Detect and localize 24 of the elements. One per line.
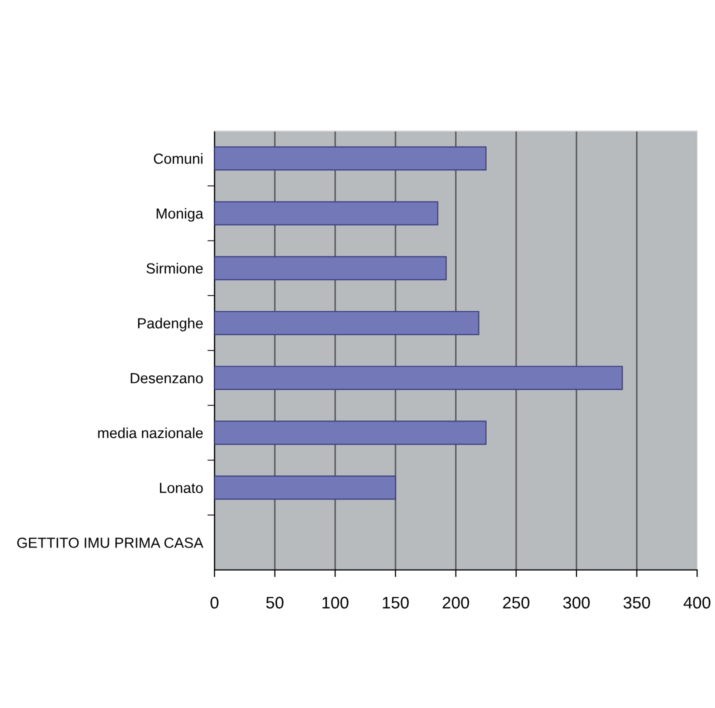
y-tick-label: Comuni (154, 153, 202, 164)
bar (214, 310, 480, 336)
x-tick-label: 300 (563, 596, 590, 609)
x-tick-label: 250 (503, 596, 530, 609)
x-tick-label: 50 (266, 596, 284, 609)
x-tick-label: 350 (624, 596, 650, 609)
x-tick-label: 150 (382, 596, 409, 609)
x-tick-label: 0 (210, 596, 218, 609)
y-tick-label: Padenghe (138, 318, 203, 332)
bar (214, 366, 623, 390)
bar (214, 146, 487, 170)
x-tick-label: 100 (322, 596, 348, 609)
bar (214, 201, 438, 226)
y-tick-label: Lonato (160, 482, 203, 494)
y-tick-label: GETTITO IMU PRIMA CASA (17, 538, 204, 548)
y-tick-label: Moniga (156, 208, 204, 222)
y-tick-label: Sirmione (146, 262, 203, 274)
bar (214, 420, 487, 445)
bar (214, 476, 396, 500)
y-tick-label: media nazionale (98, 427, 203, 438)
x-tick-label: 400 (684, 596, 710, 609)
bar (214, 256, 447, 280)
x-tick-label: 200 (442, 596, 470, 609)
y-tick-label: Desenzano (130, 373, 203, 384)
